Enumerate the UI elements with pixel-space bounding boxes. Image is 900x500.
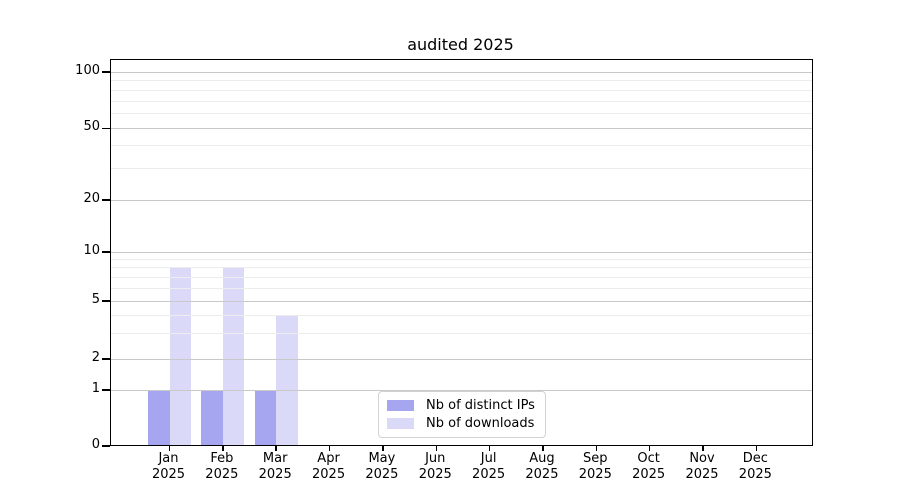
gridline-minor — [111, 113, 812, 115]
gridline-minor — [111, 89, 812, 91]
x-axis-tick — [755, 445, 758, 451]
x-axis-tick — [275, 445, 277, 451]
x-tick-label-year: 2025 — [525, 467, 559, 482]
x-tick-label-month: Nov — [689, 451, 715, 466]
bar-nb-of-downloads-mar-2025 — [276, 314, 298, 445]
y-tick-label: 2 — [91, 349, 100, 365]
legend-swatch-distinct-ips — [387, 400, 414, 411]
gridline-minor — [111, 267, 812, 269]
x-axis-tick — [222, 445, 224, 451]
plot-area: Nb of distinct IPs Nb of downloads — [102, 59, 813, 451]
bar-nb-of-distinct-ips-mar-2025 — [254, 389, 277, 445]
bar-nb-of-distinct-ips-feb-2025 — [201, 389, 223, 445]
x-tick-label: May 2025 — [347, 451, 417, 483]
gridline-minor — [111, 258, 812, 260]
legend-swatch-downloads — [387, 418, 414, 429]
x-axis-tick — [648, 445, 651, 451]
x-tick-label-year: 2025 — [151, 467, 186, 482]
x-tick-label: Mar 2025 — [240, 451, 310, 483]
gridline-minor — [111, 145, 812, 147]
y-axis-tick — [102, 71, 110, 73]
x-axis-tick — [595, 445, 598, 451]
gridline-minor — [111, 287, 812, 289]
gridline-minor — [111, 167, 812, 169]
y-tick-label: 50 — [83, 119, 100, 134]
x-tick-label: Sep 2025 — [560, 451, 630, 483]
x-tick-label-year: 2025 — [258, 467, 292, 482]
x-tick-label-year: 2025 — [472, 467, 506, 482]
x-axis-tick — [702, 445, 704, 451]
y-axis-tick — [102, 389, 110, 391]
x-tick-label-year: 2025 — [738, 467, 772, 482]
y-tick-label: 100 — [75, 62, 100, 78]
bar-nb-of-distinct-ips-jan-2025 — [148, 389, 170, 445]
x-axis-tick — [382, 445, 384, 451]
x-axis-tick — [328, 445, 331, 451]
gridline-major — [111, 389, 812, 391]
gridline-major — [111, 251, 812, 253]
x-tick-label: Dec 2025 — [720, 451, 790, 483]
x-tick-label-month: Oct — [637, 451, 660, 466]
x-tick-label-year: 2025 — [205, 467, 239, 482]
legend-item-distinct-ips: Nb of distinct IPs — [387, 398, 535, 413]
x-tick-label: Jun 2025 — [400, 451, 470, 483]
bar-nb-of-downloads-feb-2025 — [222, 267, 245, 445]
x-tick-label: Feb 2025 — [187, 451, 257, 483]
chart-title: audited 2025 — [407, 35, 514, 54]
legend-label-downloads: Nb of downloads — [426, 416, 535, 431]
x-tick-label-month: Dec — [742, 451, 768, 466]
x-tick-label-month: Feb — [210, 451, 234, 466]
x-tick-label-year: 2025 — [365, 467, 399, 482]
x-tick-label-month: Apr — [317, 451, 340, 466]
x-tick-label-month: Mar — [262, 451, 288, 466]
legend: Nb of distinct IPs Nb of downloads — [378, 391, 546, 438]
x-tick-label-month: Aug — [529, 451, 555, 466]
gridline-minor — [111, 332, 812, 334]
x-tick-label-year: 2025 — [578, 467, 612, 482]
gridline-minor — [111, 276, 812, 278]
gridline-minor — [111, 80, 812, 82]
y-tick-label: 5 — [91, 291, 100, 307]
gridline-major — [111, 128, 812, 129]
legend-item-downloads: Nb of downloads — [387, 416, 535, 431]
y-axis-tick — [102, 445, 110, 447]
gridline-major — [111, 71, 812, 73]
x-tick-label-year: 2025 — [418, 467, 452, 482]
x-tick-label: Oct 2025 — [614, 451, 684, 483]
x-tick-label-month: Sep — [583, 451, 608, 466]
x-tick-label: Nov 2025 — [667, 451, 737, 483]
gridline-minor — [111, 100, 812, 102]
x-tick-label-year: 2025 — [632, 467, 666, 482]
y-tick-label: 1 — [91, 380, 100, 396]
x-axis-tick — [168, 445, 171, 451]
gridline-major — [111, 358, 812, 360]
x-tick-label: Aug 2025 — [507, 451, 577, 483]
y-axis-tick — [102, 127, 110, 129]
x-tick-label-month: Jun — [425, 451, 446, 466]
y-axis-tick — [102, 300, 110, 302]
x-tick-label-month: Jul — [480, 451, 497, 466]
legend-label-distinct-ips: Nb of distinct IPs — [426, 398, 535, 413]
y-tick-label: 10 — [83, 242, 100, 258]
y-axis-tick — [102, 251, 110, 253]
y-axis-tick — [102, 199, 110, 201]
x-tick-label-month: May — [368, 451, 396, 466]
x-axis-tick — [488, 445, 491, 451]
x-tick-label-year: 2025 — [685, 467, 719, 482]
x-tick-label: Apr 2025 — [294, 451, 364, 483]
x-axis-tick — [435, 445, 437, 451]
x-tick-label: Jan 2025 — [134, 451, 204, 483]
y-axis-tick — [102, 358, 110, 360]
y-tick-label: 20 — [83, 190, 100, 206]
x-tick-label-month: Jan — [158, 451, 179, 466]
gridline-minor — [111, 314, 812, 316]
gridline-major — [111, 300, 812, 302]
x-tick-label-year: 2025 — [312, 467, 346, 482]
y-tick-label: 0 — [91, 436, 100, 452]
x-axis-tick — [542, 445, 544, 451]
bar-nb-of-downloads-jan-2025 — [169, 267, 191, 445]
x-tick-label: Jul 2025 — [454, 451, 524, 483]
gridline-major — [111, 199, 812, 201]
